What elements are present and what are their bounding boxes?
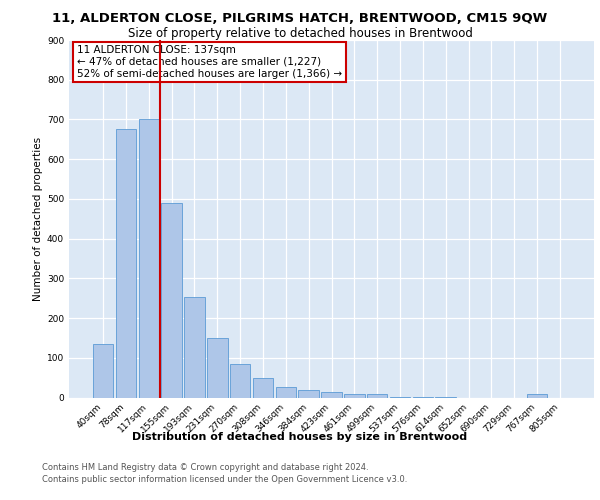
Bar [390,396,410,398]
Bar [230,364,250,398]
Bar [275,387,296,398]
Bar [321,392,342,398]
Bar [527,394,547,398]
Text: Size of property relative to detached houses in Brentwood: Size of property relative to detached ho… [128,28,472,40]
Y-axis label: Number of detached properties: Number of detached properties [33,136,43,301]
Text: Distribution of detached houses by size in Brentwood: Distribution of detached houses by size … [133,432,467,442]
Text: 11, ALDERTON CLOSE, PILGRIMS HATCH, BRENTWOOD, CM15 9QW: 11, ALDERTON CLOSE, PILGRIMS HATCH, BREN… [52,12,548,26]
Bar [253,378,273,398]
Text: 11 ALDERTON CLOSE: 137sqm
← 47% of detached houses are smaller (1,227)
52% of se: 11 ALDERTON CLOSE: 137sqm ← 47% of detac… [77,46,342,78]
Bar [116,130,136,398]
Bar [207,338,227,398]
Text: Contains HM Land Registry data © Crown copyright and database right 2024.: Contains HM Land Registry data © Crown c… [42,464,368,472]
Bar [367,394,388,398]
Text: Contains public sector information licensed under the Open Government Licence v3: Contains public sector information licen… [42,474,407,484]
Bar [161,203,182,398]
Bar [139,120,159,398]
Bar [93,344,113,398]
Bar [344,394,365,398]
Bar [298,390,319,398]
Bar [184,298,205,398]
